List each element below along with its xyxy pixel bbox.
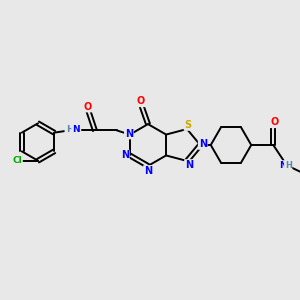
Text: N: N — [279, 161, 287, 170]
Text: O: O — [83, 102, 92, 112]
Text: O: O — [270, 117, 278, 127]
Text: N: N — [125, 128, 133, 139]
Text: N: N — [199, 139, 207, 149]
Text: H: H — [285, 161, 292, 170]
Text: HN: HN — [65, 125, 80, 134]
Text: S: S — [184, 120, 192, 130]
Text: Cl: Cl — [12, 156, 22, 165]
Text: N: N — [121, 150, 129, 161]
Text: O: O — [136, 96, 145, 106]
Text: N: N — [185, 160, 193, 170]
Text: H: H — [66, 125, 74, 134]
Text: N: N — [144, 166, 152, 176]
Text: N: N — [72, 125, 80, 134]
